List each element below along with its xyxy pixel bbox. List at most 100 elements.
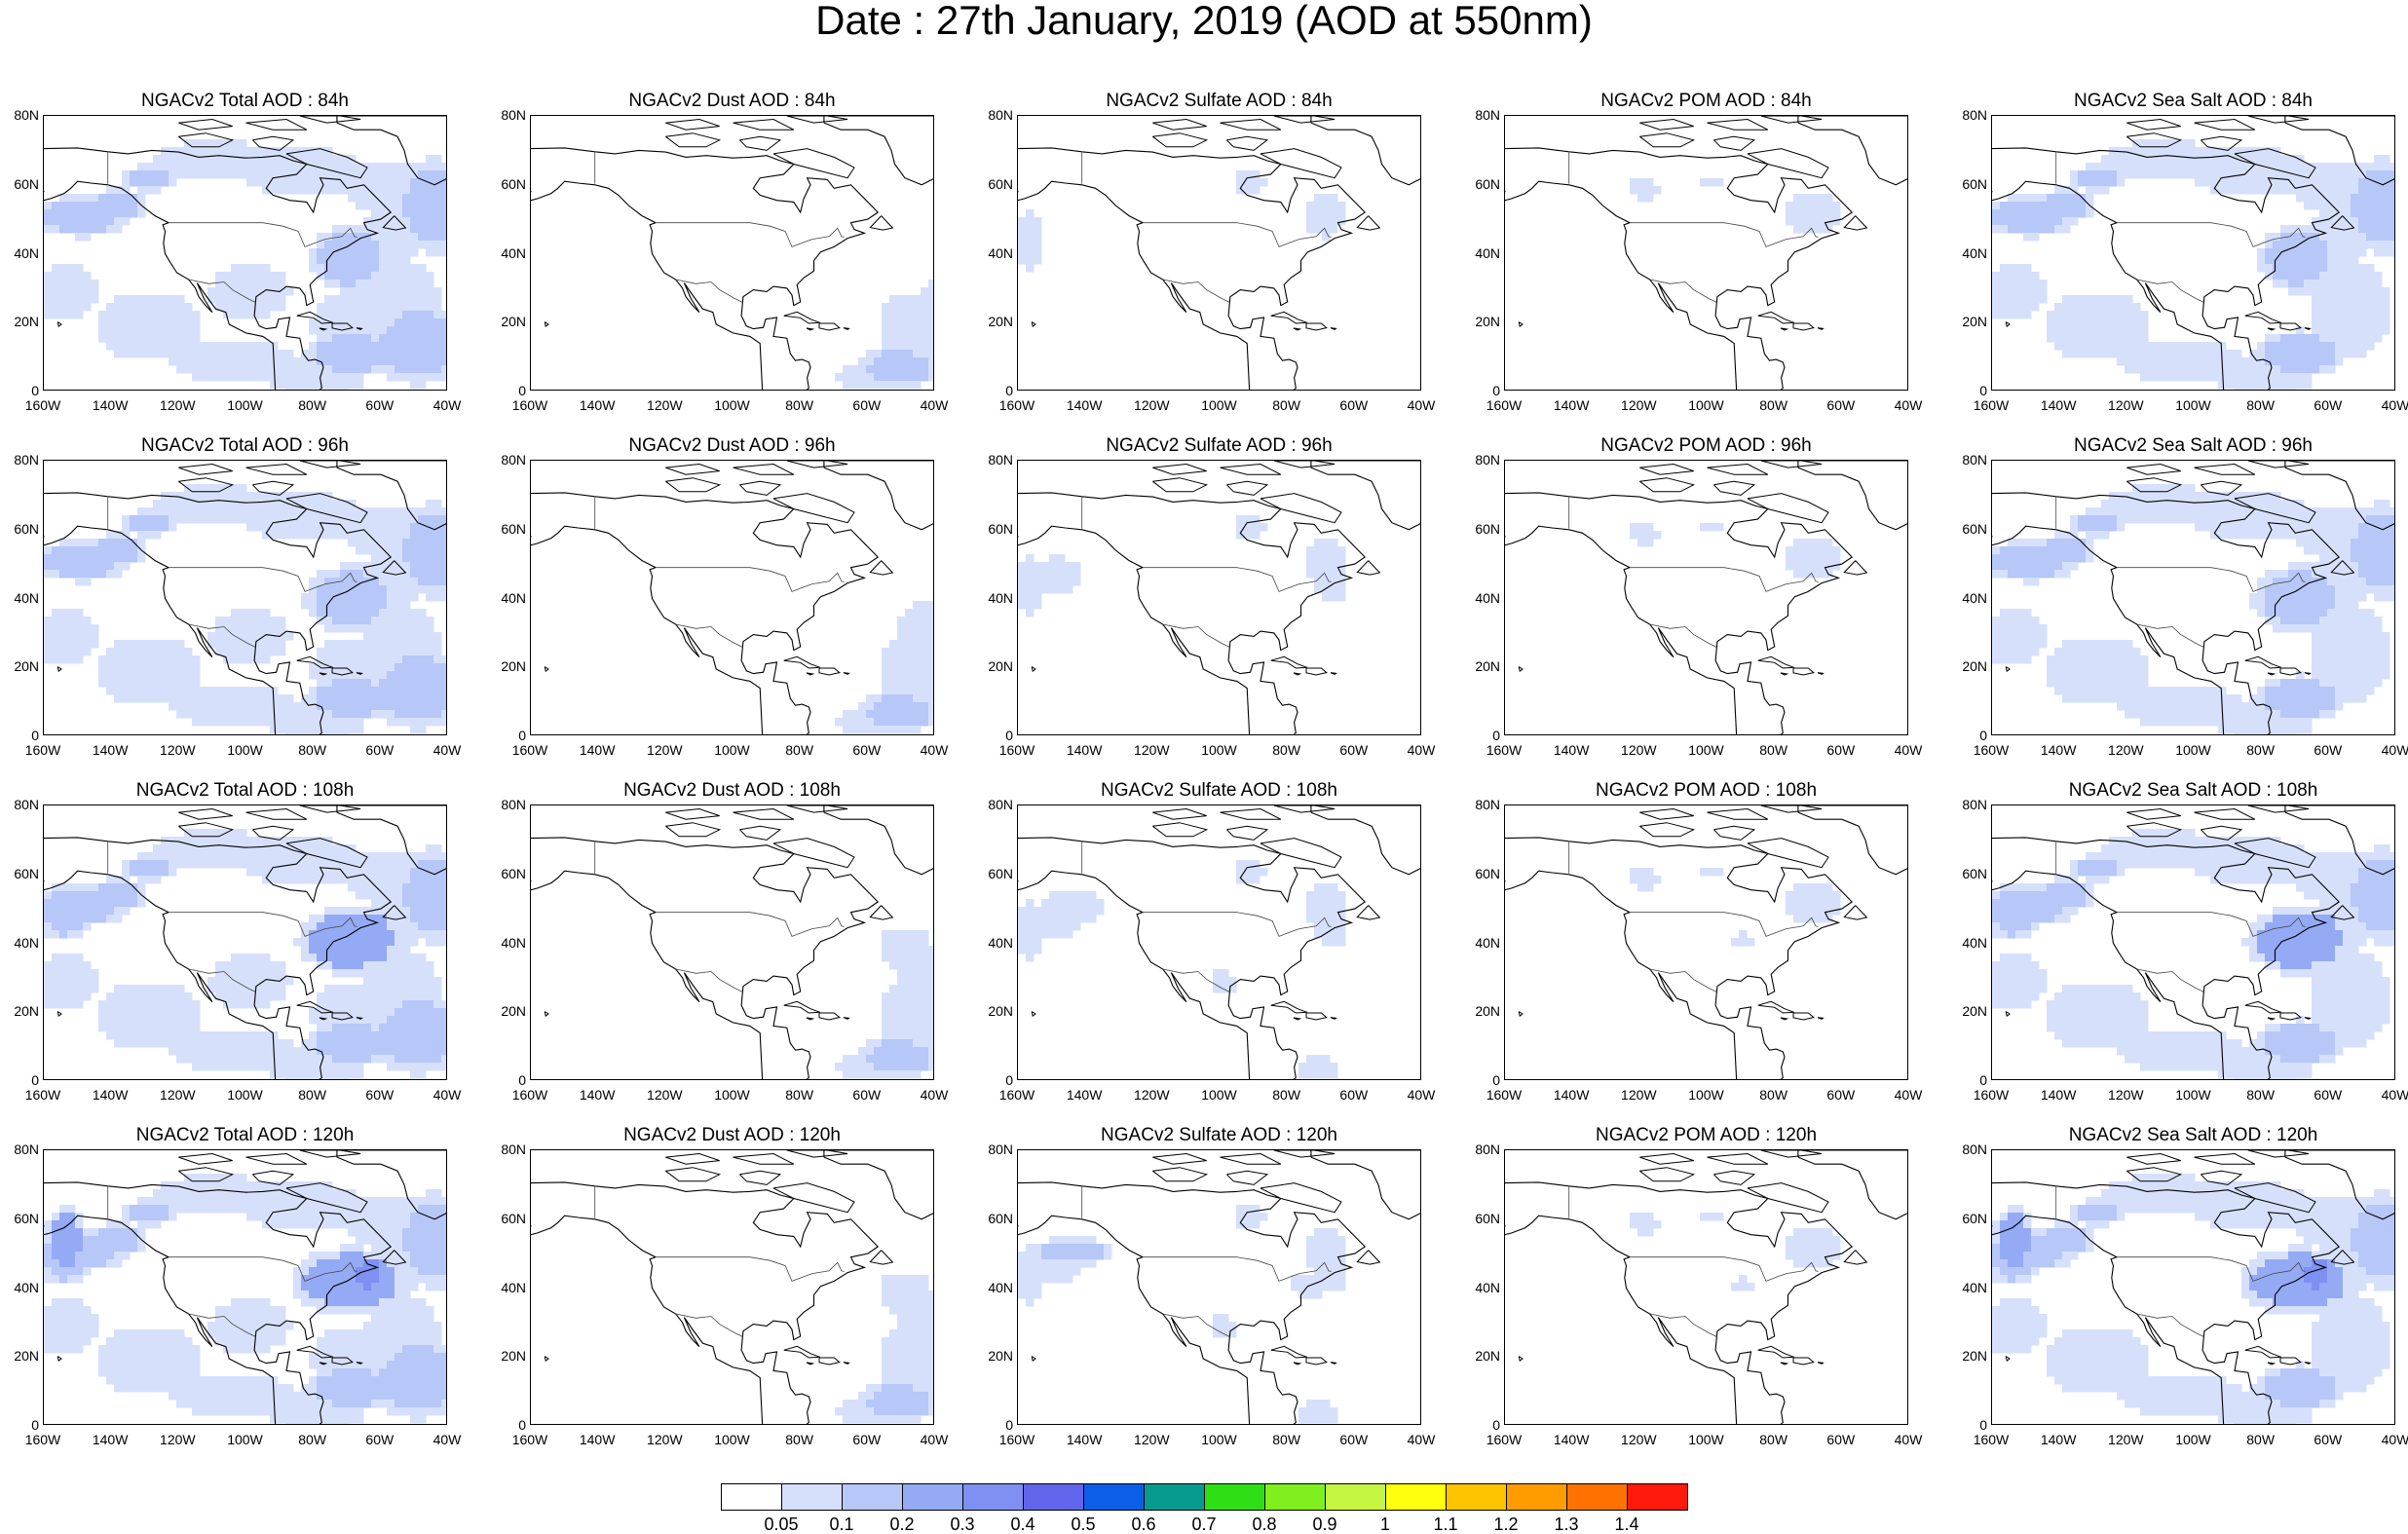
aod-cell	[2257, 350, 2266, 358]
aod-cell	[200, 163, 208, 171]
aod-cell	[324, 954, 333, 962]
aod-cell	[207, 710, 216, 719]
aod-cell	[2273, 531, 2281, 540]
aod-cell	[215, 617, 224, 625]
aod-cell	[278, 272, 286, 281]
aod-cell	[231, 687, 240, 695]
aod-cell	[176, 1000, 185, 1009]
aod-cell	[2288, 733, 2297, 735]
aod-cell	[2015, 194, 2024, 203]
aod-cell	[348, 194, 357, 203]
lat-tick-label: 60N	[487, 177, 526, 191]
aod-cell	[285, 287, 294, 296]
aod-cell	[130, 860, 138, 869]
aod-cell	[2382, 170, 2390, 179]
aod-cell	[363, 655, 372, 664]
aod-cell	[192, 342, 201, 351]
aod-cell	[184, 702, 193, 711]
aod-cell	[114, 562, 123, 571]
aod-cell	[379, 860, 388, 869]
aod-cell	[2218, 178, 2227, 187]
aod-cell	[223, 632, 232, 641]
aod-cell	[309, 256, 318, 265]
island-outline	[57, 322, 61, 327]
aod-cell	[246, 507, 255, 516]
aod-cell	[2288, 710, 2297, 719]
aod-cell	[371, 679, 380, 688]
aod-cell	[169, 702, 177, 711]
aod-cell	[91, 907, 99, 916]
aod-cell	[207, 1039, 216, 1048]
aod-cell	[2280, 507, 2289, 516]
island-outline	[2268, 328, 2275, 330]
aod-cell	[2273, 170, 2281, 179]
aod-cell	[2023, 194, 2032, 203]
lon-tick-label: 40W	[423, 743, 471, 757]
aod-cell	[2062, 663, 2071, 672]
aod-cell	[324, 326, 333, 335]
aod-cell	[161, 507, 169, 516]
aod-cell	[52, 648, 60, 656]
lon-tick-label: 40W	[423, 398, 471, 412]
aod-cell	[2351, 523, 2359, 532]
aod-cell	[2273, 710, 2281, 719]
aod-cell	[2163, 710, 2172, 719]
aod-cell	[2202, 500, 2211, 508]
aod-cell	[278, 365, 286, 374]
lon-tick-label: 160W	[19, 743, 67, 757]
aod-cell	[2389, 202, 2395, 210]
aod-cell	[356, 365, 364, 374]
aod-cell	[2288, 287, 2297, 296]
aod-cell	[2327, 233, 2336, 242]
aod-cell	[2249, 389, 2258, 391]
aod-cell	[309, 844, 318, 853]
aod-cell	[1817, 217, 1825, 226]
aod-cell	[2249, 531, 2258, 540]
aod-cell	[356, 272, 364, 281]
aod-cell	[2202, 492, 2211, 501]
aod-cell	[371, 687, 380, 695]
aod-cell	[332, 350, 341, 358]
aod-cell	[371, 554, 380, 563]
aod-cell	[874, 694, 883, 703]
aod-cell	[340, 357, 349, 366]
aod-cell	[921, 303, 929, 312]
aod-cell	[2078, 170, 2087, 179]
aod-cell	[239, 272, 247, 281]
lon-tick-label: 60W	[356, 743, 404, 757]
aod-cell	[371, 617, 380, 625]
aod-cell	[2374, 303, 2383, 312]
aod-cell	[2039, 539, 2048, 547]
aod-cell	[379, 295, 388, 304]
aod-cell	[1041, 562, 1050, 571]
aod-cell	[1992, 311, 2001, 319]
aod-cell	[2343, 655, 2352, 664]
aod-cell	[239, 365, 247, 374]
aod-cell	[395, 233, 403, 242]
aod-cell	[2241, 365, 2250, 374]
aod-cell	[379, 961, 388, 970]
aod-cell	[2015, 624, 2024, 633]
aod-cell	[2319, 554, 2328, 563]
aod-cell	[2031, 624, 2040, 633]
aod-cell	[2366, 225, 2375, 234]
aod-cell	[2062, 679, 2071, 688]
aod-cell	[2093, 303, 2102, 312]
aod-cell	[122, 326, 131, 335]
aod-cell	[433, 515, 442, 524]
aod-cell	[2374, 280, 2383, 288]
aod-cell	[874, 365, 883, 374]
aod-cell	[75, 985, 84, 993]
aod-cell	[2312, 671, 2320, 680]
aod-cell	[59, 562, 68, 571]
aod-cell	[2280, 163, 2289, 171]
aod-cell	[2202, 373, 2211, 382]
aod-cell	[2280, 718, 2289, 727]
aod-cell	[395, 546, 403, 555]
aod-cell	[387, 365, 395, 374]
aod-cell	[905, 350, 914, 358]
aod-cell	[2374, 671, 2383, 680]
aod-cell	[2257, 147, 2266, 156]
lat-tick-label: 60N	[487, 522, 526, 536]
aod-cell	[106, 531, 115, 540]
